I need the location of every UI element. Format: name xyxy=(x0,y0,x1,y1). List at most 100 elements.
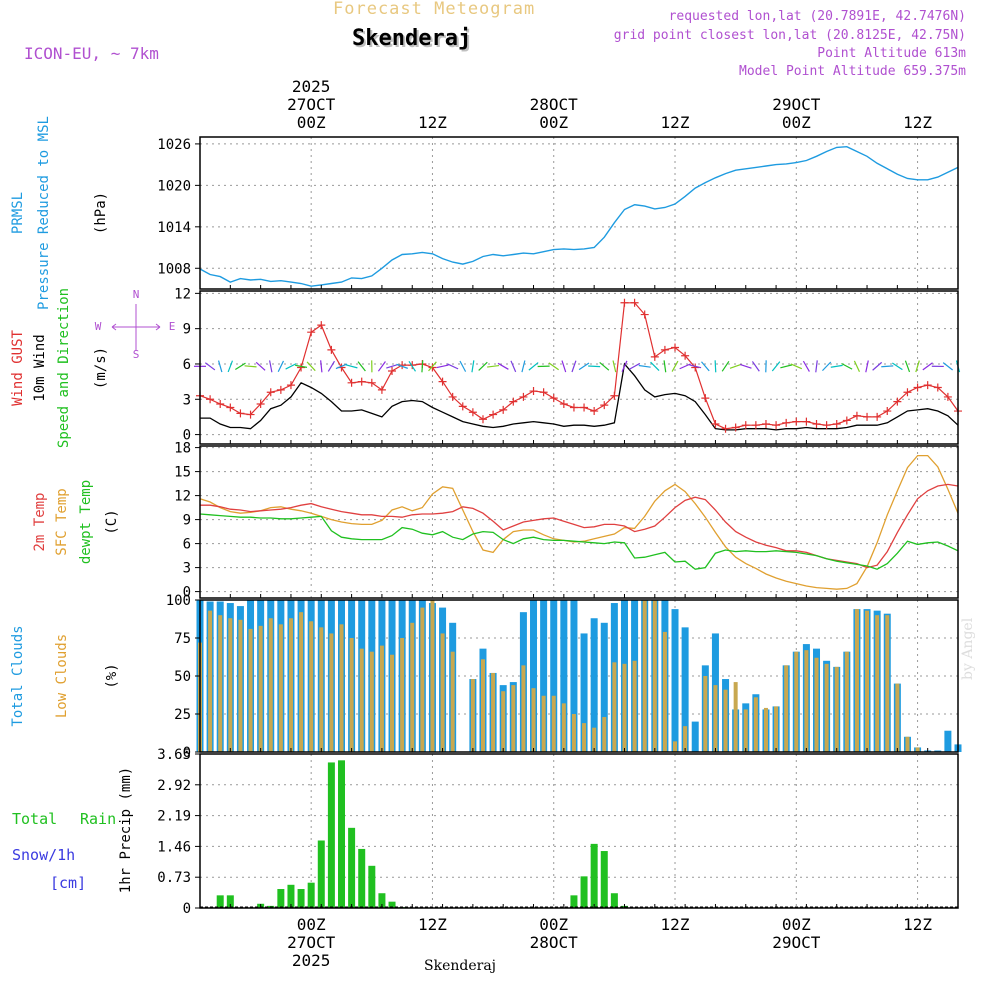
temp2m-line xyxy=(200,483,959,569)
wind-arrow xyxy=(548,362,559,371)
wind-arrow xyxy=(377,361,386,372)
wind-arrow xyxy=(841,362,853,370)
gust-marker xyxy=(832,419,841,428)
gust-marker xyxy=(448,392,457,401)
ytick-label: 1.46 xyxy=(157,839,191,855)
wind-arrow xyxy=(357,361,366,372)
total-cloud-bar xyxy=(934,750,942,752)
ytick-label: 3 xyxy=(183,392,191,408)
total-cloud-bar xyxy=(580,633,588,752)
location-title: Skenderaj xyxy=(352,26,472,51)
gust-marker xyxy=(772,421,781,430)
gust-marker xyxy=(458,402,467,411)
ytick-label: 12 xyxy=(174,286,191,302)
low-cloud-bar xyxy=(329,633,334,752)
low-cloud-bar xyxy=(501,691,506,752)
wind-arrow xyxy=(244,365,257,368)
gust-marker xyxy=(721,424,730,433)
wind-arrow xyxy=(345,364,358,369)
rain-bar xyxy=(600,851,608,908)
time-label-top: 12Z xyxy=(661,113,690,132)
wind-arrow xyxy=(269,360,273,373)
low-cloud-bar xyxy=(652,600,657,752)
wind-arrow xyxy=(780,364,793,369)
gust-marker xyxy=(681,351,690,360)
wind-arrow xyxy=(487,364,500,368)
total-cloud-bar xyxy=(540,600,548,752)
low-cloud-bar xyxy=(299,612,304,752)
low-cloud-bar xyxy=(592,727,597,752)
wind-arrow xyxy=(408,360,417,372)
gust-marker xyxy=(489,410,498,419)
wind-arrow xyxy=(599,362,610,371)
low-cloud-bar xyxy=(390,654,395,752)
wind-arrow xyxy=(459,360,467,372)
time-label-bottom: 27OCT xyxy=(287,933,336,952)
low-cloud-bar xyxy=(541,695,546,752)
wind-arrow xyxy=(327,360,335,372)
wind-arrow xyxy=(320,360,323,373)
compass-n: N xyxy=(133,288,140,301)
low-cloud-bar xyxy=(258,625,263,752)
rain-bar xyxy=(216,895,224,908)
low-cloud-bar xyxy=(349,638,354,752)
wind-arrow xyxy=(701,361,710,372)
compass-s: S xyxy=(133,348,140,361)
rain-bar xyxy=(317,840,325,908)
low-cloud-bar xyxy=(319,627,324,752)
wind-arrow xyxy=(790,363,803,370)
wind-arrow xyxy=(306,361,316,372)
rain-bar xyxy=(590,843,598,908)
time-label-top: 27OCT xyxy=(287,95,336,114)
total-cloud-bar xyxy=(944,730,952,752)
gust-marker xyxy=(610,391,619,400)
wind-arrow xyxy=(227,360,234,373)
gust-marker xyxy=(842,416,851,425)
gust-marker xyxy=(590,407,599,416)
gust-marker xyxy=(933,383,942,392)
gridpoint-coords: grid point closest lon,lat (20.8125E, 42… xyxy=(613,28,966,43)
rain-bar xyxy=(277,889,285,908)
wind-arrow xyxy=(679,363,691,370)
wind-arrow xyxy=(561,360,567,373)
gust-marker xyxy=(913,383,922,392)
ytick-label: 1026 xyxy=(157,137,191,153)
gust-marker xyxy=(559,399,568,408)
low-cloud-bar xyxy=(632,660,637,752)
ytick-label: 6 xyxy=(183,357,191,373)
snow-unit-label: [cm] xyxy=(50,874,86,892)
low-cloud-bar xyxy=(915,747,920,752)
gust-marker xyxy=(357,377,366,386)
low-cloud-bar xyxy=(228,618,233,752)
gust-marker xyxy=(822,421,831,430)
total-cloud-bar xyxy=(681,627,689,752)
low-cloud-bar xyxy=(248,628,253,752)
wind-arrow xyxy=(638,364,651,368)
rain-bar xyxy=(358,848,366,908)
low-cloud-bar xyxy=(814,657,819,752)
time-label-top: 12Z xyxy=(418,113,447,132)
gust-marker xyxy=(650,352,659,361)
gust-marker xyxy=(468,408,477,417)
ytick-label: 12 xyxy=(174,489,191,505)
rain-bar xyxy=(348,827,356,908)
wind-arrow xyxy=(922,362,933,371)
gust-marker xyxy=(852,411,861,420)
low-cloud-bar xyxy=(885,615,890,752)
ytick-label: 0 xyxy=(183,585,191,601)
gust-marker xyxy=(660,345,669,354)
wind-arrow xyxy=(872,361,883,371)
wind-arrow xyxy=(721,361,730,372)
low-cloud-bar xyxy=(844,651,849,752)
wind-arrow xyxy=(915,360,920,373)
wind-arrow xyxy=(571,360,577,373)
low-cloud-bar xyxy=(733,682,738,752)
time-label-bottom: 00Z xyxy=(539,915,568,934)
gust-marker xyxy=(478,415,487,424)
low-cloud-bar xyxy=(794,651,799,752)
gust-marker xyxy=(903,388,912,397)
wind-speed-line xyxy=(200,362,959,431)
compass-w: W xyxy=(95,320,102,333)
total-cloud-bar xyxy=(671,609,679,752)
rain-bar xyxy=(378,893,386,908)
